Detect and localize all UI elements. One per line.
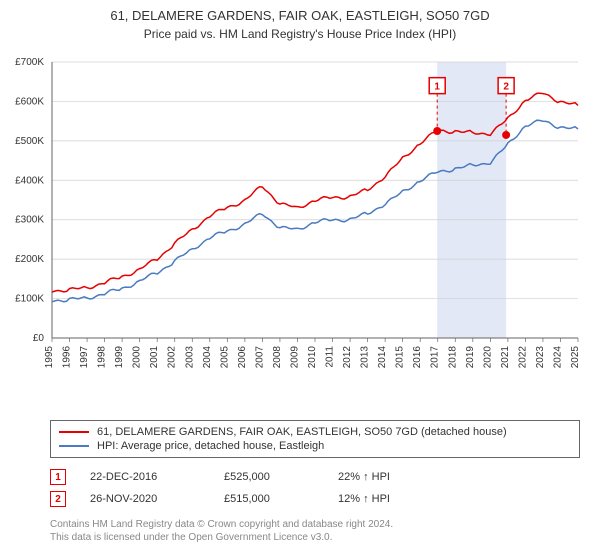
transaction-row: 1 22-DEC-2016 £525,000 22% ↑ HPI	[50, 466, 580, 488]
x-tick-label: 2010	[307, 346, 318, 369]
y-tick-label: £500K	[15, 136, 44, 147]
x-tick-label: 2016	[412, 346, 423, 369]
footnote-line: Contains HM Land Registry data © Crown c…	[50, 518, 580, 531]
y-tick-label: £0	[33, 333, 45, 344]
transaction-marker: 1	[50, 469, 66, 485]
transaction-date: 22-DEC-2016	[90, 471, 200, 483]
y-tick-label: £700K	[15, 57, 44, 68]
x-tick-label: 2020	[482, 346, 493, 369]
x-tick-label: 1998	[97, 346, 108, 369]
x-tick-label: 2008	[272, 346, 283, 369]
x-tick-label: 2023	[535, 346, 546, 369]
legend-item: 61, DELAMERE GARDENS, FAIR OAK, EASTLEIG…	[59, 425, 571, 439]
x-tick-label: 2003	[184, 346, 195, 369]
x-tick-label: 2004	[202, 346, 213, 369]
x-tick-label: 2007	[254, 346, 265, 369]
y-tick-label: £100K	[15, 294, 44, 305]
x-tick-label: 2012	[342, 346, 353, 369]
x-tick-label: 1999	[114, 346, 125, 369]
transaction-hpi: 22% ↑ HPI	[338, 471, 428, 483]
legend-item: HPI: Average price, detached house, East…	[59, 439, 571, 453]
x-tick-label: 2011	[325, 346, 336, 368]
x-tick-label: 2025	[570, 346, 581, 369]
transaction-price: £515,000	[224, 493, 314, 505]
marker-dot	[502, 131, 510, 139]
x-tick-label: 2002	[167, 346, 178, 369]
x-tick-label: 2005	[219, 346, 230, 369]
x-tick-label: 2000	[132, 346, 143, 369]
y-tick-label: £300K	[15, 215, 44, 226]
x-tick-label: 2018	[447, 346, 458, 369]
transaction-table: 1 22-DEC-2016 £525,000 22% ↑ HPI 2 26-NOV-202…	[50, 466, 580, 510]
x-tick-label: 2001	[149, 346, 160, 369]
x-tick-label: 2009	[289, 346, 300, 369]
x-tick-label: 2021	[500, 346, 511, 369]
x-tick-label: 2006	[237, 346, 248, 369]
chart-container: 61, DELAMERE GARDENS, FAIR OAK, EASTLEIG…	[0, 0, 600, 560]
highlight-band	[437, 62, 506, 338]
legend-swatch	[59, 445, 89, 447]
transaction-date: 26-NOV-2020	[90, 493, 200, 505]
y-tick-label: £400K	[15, 175, 44, 186]
transaction-price: £525,000	[224, 471, 314, 483]
x-tick-label: 1995	[44, 346, 55, 369]
y-tick-label: £600K	[15, 96, 44, 107]
price-chart: £0£100K£200K£300K£400K£500K£600K£700K199…	[50, 58, 580, 378]
legend: 61, DELAMERE GARDENS, FAIR OAK, EASTLEIG…	[50, 420, 580, 458]
legend-label: HPI: Average price, detached house, East…	[97, 440, 324, 452]
transaction-marker: 2	[50, 491, 66, 507]
marker-dot	[433, 127, 441, 135]
x-tick-label: 2022	[517, 346, 528, 369]
transaction-hpi: 12% ↑ HPI	[338, 493, 428, 505]
x-tick-label: 1997	[79, 346, 90, 369]
marker-label: 2	[503, 82, 509, 93]
x-tick-label: 2019	[465, 346, 476, 369]
x-tick-label: 2014	[377, 346, 388, 369]
x-tick-label: 2015	[395, 346, 406, 369]
y-tick-label: £200K	[15, 254, 44, 265]
page-title: 61, DELAMERE GARDENS, FAIR OAK, EASTLEIG…	[0, 0, 600, 25]
transaction-row: 2 26-NOV-2020 £515,000 12% ↑ HPI	[50, 488, 580, 510]
x-tick-label: 2013	[360, 346, 371, 369]
legend-label: 61, DELAMERE GARDENS, FAIR OAK, EASTLEIG…	[97, 426, 507, 438]
x-tick-label: 2017	[430, 346, 441, 369]
footnote: Contains HM Land Registry data © Crown c…	[50, 518, 580, 544]
page-subtitle: Price paid vs. HM Land Registry's House …	[0, 25, 600, 41]
x-tick-label: 1996	[62, 346, 73, 369]
marker-label: 1	[434, 82, 440, 93]
legend-swatch	[59, 431, 89, 433]
x-tick-label: 2024	[552, 346, 563, 369]
footnote-line: This data is licensed under the Open Gov…	[50, 531, 580, 544]
